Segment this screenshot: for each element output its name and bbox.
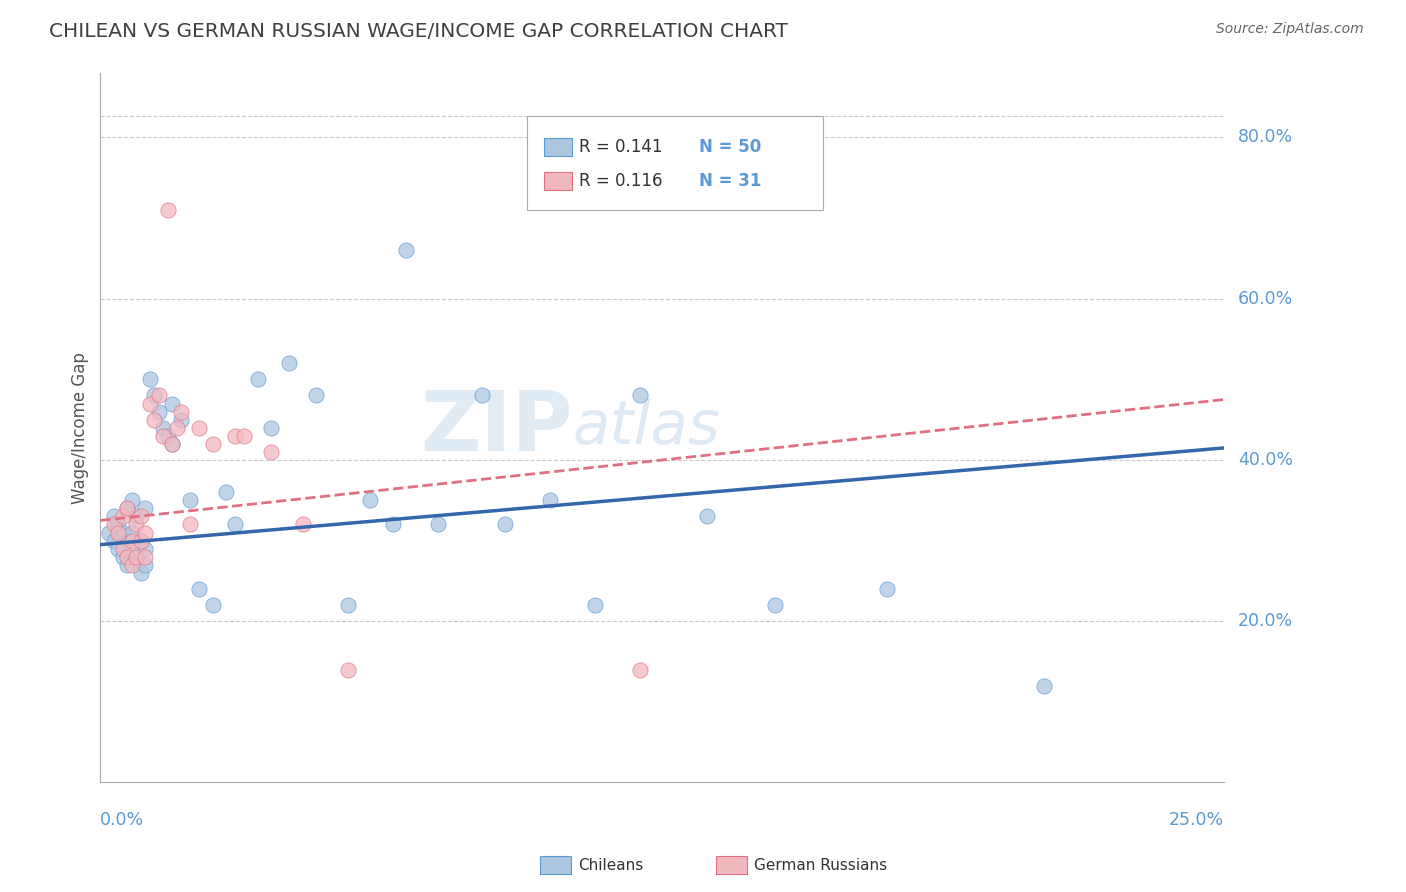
Point <box>139 396 162 410</box>
Point <box>111 541 134 556</box>
Point <box>336 663 359 677</box>
Text: Chileans: Chileans <box>578 858 643 872</box>
Point <box>152 421 174 435</box>
Text: CHILEAN VS GERMAN RUSSIAN WAGE/INCOME GAP CORRELATION CHART: CHILEAN VS GERMAN RUSSIAN WAGE/INCOME GA… <box>49 22 789 41</box>
Text: Source: ZipAtlas.com: Source: ZipAtlas.com <box>1216 22 1364 37</box>
Point <box>260 445 283 459</box>
Point <box>134 549 156 564</box>
Point <box>107 517 129 532</box>
Point <box>291 517 314 532</box>
Point <box>538 493 561 508</box>
Text: 0.0%: 0.0% <box>100 811 145 829</box>
Text: N = 31: N = 31 <box>699 172 761 190</box>
Point <box>139 372 162 386</box>
Point <box>156 202 179 217</box>
Point <box>336 598 359 612</box>
Point <box>876 582 898 596</box>
Point <box>134 558 156 572</box>
Point <box>471 388 494 402</box>
Point <box>628 388 651 402</box>
Point <box>179 493 201 508</box>
Point <box>107 525 129 540</box>
Text: 25.0%: 25.0% <box>1170 811 1225 829</box>
Point <box>121 533 143 548</box>
Point <box>117 501 139 516</box>
Text: 60.0%: 60.0% <box>1237 290 1294 308</box>
Point <box>381 517 404 532</box>
Y-axis label: Wage/Income Gap: Wage/Income Gap <box>72 351 89 504</box>
Text: German Russians: German Russians <box>754 858 887 872</box>
Point <box>233 429 256 443</box>
Point <box>162 437 184 451</box>
Point <box>111 525 134 540</box>
Point <box>125 549 148 564</box>
Point <box>121 558 143 572</box>
Point <box>125 517 148 532</box>
Point <box>117 533 139 548</box>
Point <box>156 429 179 443</box>
Point <box>166 421 188 435</box>
Point <box>628 663 651 677</box>
Point <box>129 533 152 548</box>
Point <box>170 412 193 426</box>
Point <box>134 525 156 540</box>
Point <box>98 525 121 540</box>
Text: 20.0%: 20.0% <box>1237 612 1294 631</box>
Point <box>148 404 170 418</box>
Point <box>426 517 449 532</box>
Point <box>201 598 224 612</box>
Point <box>201 437 224 451</box>
Point <box>134 541 156 556</box>
Point <box>246 372 269 386</box>
Point <box>170 404 193 418</box>
Point <box>1033 679 1056 693</box>
Point <box>188 421 211 435</box>
Point <box>129 533 152 548</box>
Point <box>125 509 148 524</box>
Point <box>162 437 184 451</box>
Point <box>117 558 139 572</box>
Point <box>148 388 170 402</box>
Point <box>117 549 139 564</box>
Text: R = 0.141: R = 0.141 <box>579 138 662 156</box>
Point <box>152 429 174 443</box>
Point <box>224 517 246 532</box>
Point <box>179 517 201 532</box>
Text: 40.0%: 40.0% <box>1237 451 1292 469</box>
Point <box>305 388 328 402</box>
Point <box>188 582 211 596</box>
Point <box>129 509 152 524</box>
Point <box>359 493 381 508</box>
Point <box>134 501 156 516</box>
Point <box>121 525 143 540</box>
Point <box>111 509 134 524</box>
Text: atlas: atlas <box>572 398 720 458</box>
Point <box>143 412 166 426</box>
Point <box>129 566 152 580</box>
Point <box>125 549 148 564</box>
Text: ZIP: ZIP <box>420 387 572 468</box>
Point <box>143 388 166 402</box>
Text: N = 50: N = 50 <box>699 138 761 156</box>
Point <box>260 421 283 435</box>
Point <box>224 429 246 443</box>
Point <box>215 485 238 500</box>
Point <box>111 549 134 564</box>
Point <box>278 356 301 370</box>
Point <box>583 598 606 612</box>
Point <box>103 509 125 524</box>
Point <box>103 533 125 548</box>
Point <box>121 493 143 508</box>
Text: 80.0%: 80.0% <box>1237 128 1294 146</box>
Point <box>763 598 786 612</box>
Point <box>107 541 129 556</box>
Point <box>162 396 184 410</box>
Text: R = 0.116: R = 0.116 <box>579 172 662 190</box>
Point <box>696 509 718 524</box>
Point <box>103 517 125 532</box>
Point <box>395 244 418 258</box>
Point <box>494 517 516 532</box>
Point <box>117 501 139 516</box>
